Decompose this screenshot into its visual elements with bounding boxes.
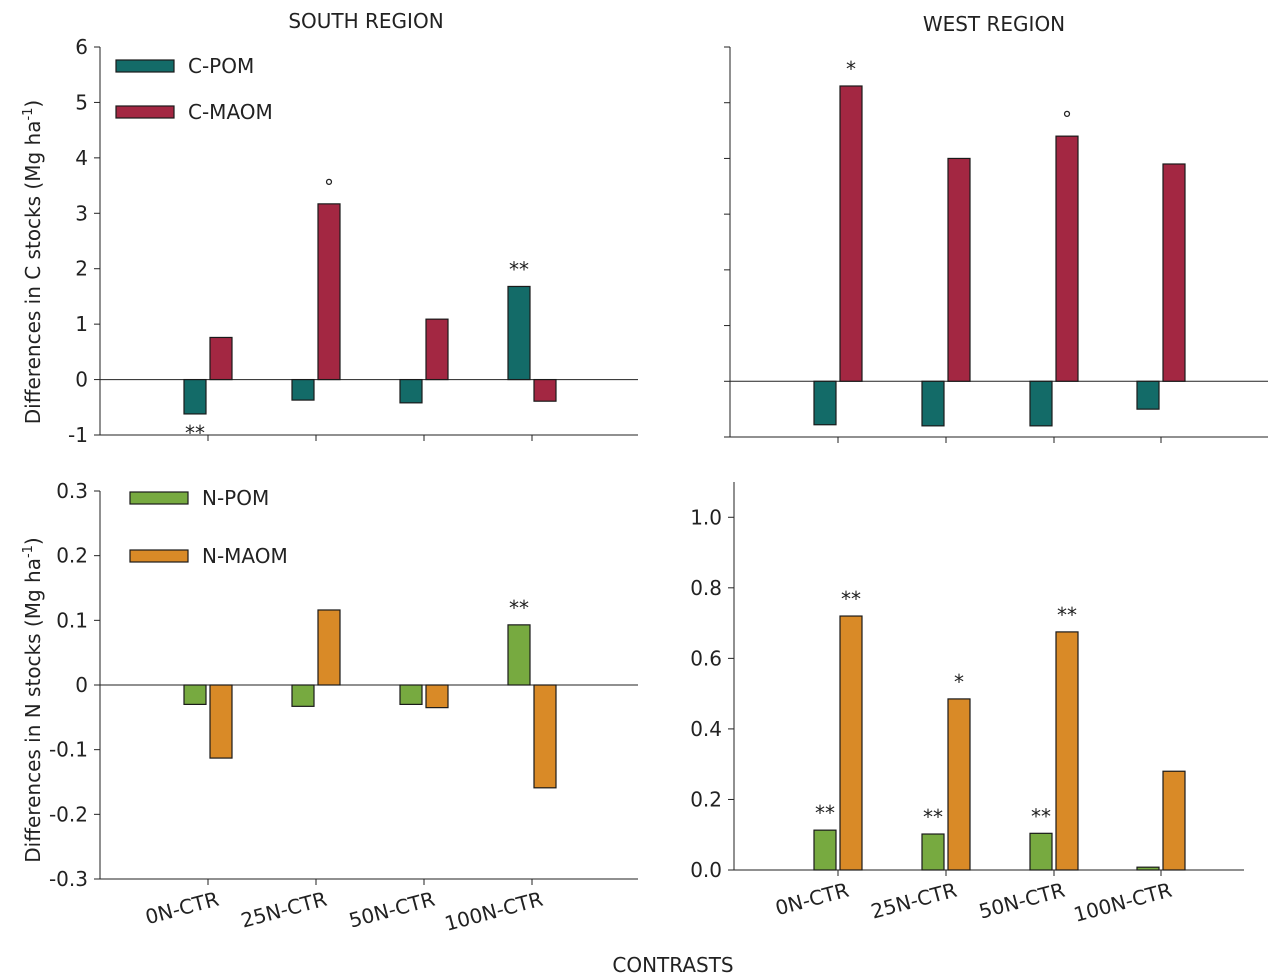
y-tick-label: 0.2 <box>56 544 88 568</box>
legend-label: N-POM <box>202 486 269 510</box>
n-pom-bar <box>1136 866 1160 871</box>
legend-swatch <box>129 491 189 505</box>
legend-label: C-MAOM <box>188 100 273 124</box>
c-pom-bar <box>291 378 315 401</box>
x-tick-label: 25N-CTR <box>868 878 959 924</box>
y-tick-label: 0.2 <box>690 787 722 811</box>
n-maom-bar <box>1055 631 1079 871</box>
y-tick-label: 0.8 <box>690 576 722 600</box>
panel-south-c: 6 5 4 3 2 1 0 -1 ** ** ° C-POM C-MAOM <box>68 35 638 447</box>
n-maom-bar <box>533 684 557 789</box>
x-tick-label: 100N-CTR <box>442 887 545 936</box>
c-maom-bar <box>533 378 557 402</box>
x-tick-label: 100N-CTR <box>1071 878 1174 927</box>
south-region-title: SOUTH REGION <box>288 9 443 33</box>
y-tick-label: 0.0 <box>690 858 722 882</box>
significance-mark: * <box>954 670 964 694</box>
c-maom-bar <box>209 336 233 381</box>
n-maom-bar <box>209 684 233 759</box>
n-pom-bar <box>507 624 531 686</box>
y-tick-label: -0.1 <box>49 738 88 762</box>
y-axis-title-n: Differences in N stocks (Mg ha-1) <box>21 537 45 862</box>
n-maom-bar <box>1162 770 1186 871</box>
significance-mark: ** <box>509 596 529 620</box>
y-axis-title-c: Differences in C stocks (Mg ha-1) <box>21 100 45 424</box>
n-pom-bar <box>1029 832 1053 871</box>
c-maom-bar <box>425 318 449 381</box>
significance-mark: ** <box>841 587 861 611</box>
y-tick-label: 5 <box>75 90 88 114</box>
significance-mark: ** <box>1057 603 1077 627</box>
significance-mark: ** <box>509 257 529 281</box>
y-tick-label: 0 <box>75 368 88 392</box>
x-tick-label: 0N-CTR <box>143 887 222 930</box>
n-maom-bar <box>839 615 863 871</box>
n-pom-bar <box>813 829 837 871</box>
significance-mark: ° <box>324 175 334 199</box>
panel-west-n: 0.0 0.2 0.4 0.6 0.8 1.0 0N-CTR 25N-CTR 50N-CTR 10… <box>690 482 1244 927</box>
x-tick-label: 50N-CTR <box>346 887 437 933</box>
legend-label: C-POM <box>188 54 254 78</box>
x-axis-title: CONTRASTS <box>612 953 733 977</box>
c-pom-bar <box>813 380 837 426</box>
y-tick-label: 1.0 <box>690 505 722 529</box>
n-maom-bar <box>425 684 449 709</box>
c-maom-bar <box>839 85 863 382</box>
significance-mark: ** <box>923 805 943 829</box>
panel-south-n: 0.3 0.2 0.1 0 -0.1 -0.2 -0.3 0N-CTR 25N-CTR 50N-C… <box>49 479 638 936</box>
c-pom-bar <box>507 285 531 381</box>
legend-label: N-MAOM <box>202 544 288 568</box>
y-tick-label: -0.2 <box>49 802 88 826</box>
panel-west-c: *° <box>724 46 1268 443</box>
legend-swatch <box>129 549 189 563</box>
c-maom-bar <box>1055 135 1079 382</box>
y-tick-label: -1 <box>68 423 88 447</box>
c-pom-bar <box>183 378 207 415</box>
y-tick-label: 0.6 <box>690 646 722 670</box>
x-tick-label: 0N-CTR <box>773 878 852 921</box>
west-region-title: WEST REGION <box>923 12 1065 36</box>
significance-mark: ** <box>185 421 205 445</box>
n-pom-bar <box>399 684 423 705</box>
x-tick-label: 25N-CTR <box>238 887 329 933</box>
n-maom-bar <box>947 698 971 871</box>
y-tick-label: 3 <box>75 201 88 225</box>
significance-mark: * <box>846 57 856 81</box>
legend-swatch <box>115 59 175 73</box>
y-tick-label: 1 <box>75 312 88 336</box>
significance-mark: ** <box>815 801 835 825</box>
n-pom-bar <box>921 833 945 871</box>
legend-swatch <box>115 105 175 119</box>
significance-mark: ** <box>1031 804 1051 828</box>
x-tick-label: 50N-CTR <box>976 878 1067 924</box>
y-tick-label: 0.4 <box>690 717 722 741</box>
c-maom-bar <box>1162 163 1186 382</box>
c-pom-bar <box>399 378 423 404</box>
y-tick-label: 4 <box>75 146 88 170</box>
y-tick-label: 6 <box>75 35 88 59</box>
n-pom-bar <box>291 684 315 707</box>
significance-mark: ° <box>1062 107 1072 131</box>
c-pom-bar <box>1029 380 1053 427</box>
y-tick-label: 0.1 <box>56 608 88 632</box>
c-pom-bar <box>921 380 945 427</box>
c-maom-bar <box>317 203 341 381</box>
y-tick-label: 0.3 <box>56 479 88 503</box>
n-maom-bar <box>317 609 341 686</box>
n-pom-bar <box>183 684 207 705</box>
y-tick-label: 0 <box>75 673 88 697</box>
c-pom-bar <box>1136 380 1160 410</box>
y-tick-label: -0.3 <box>49 867 88 891</box>
c-maom-bar <box>947 157 971 382</box>
y-tick-label: 2 <box>75 257 88 281</box>
